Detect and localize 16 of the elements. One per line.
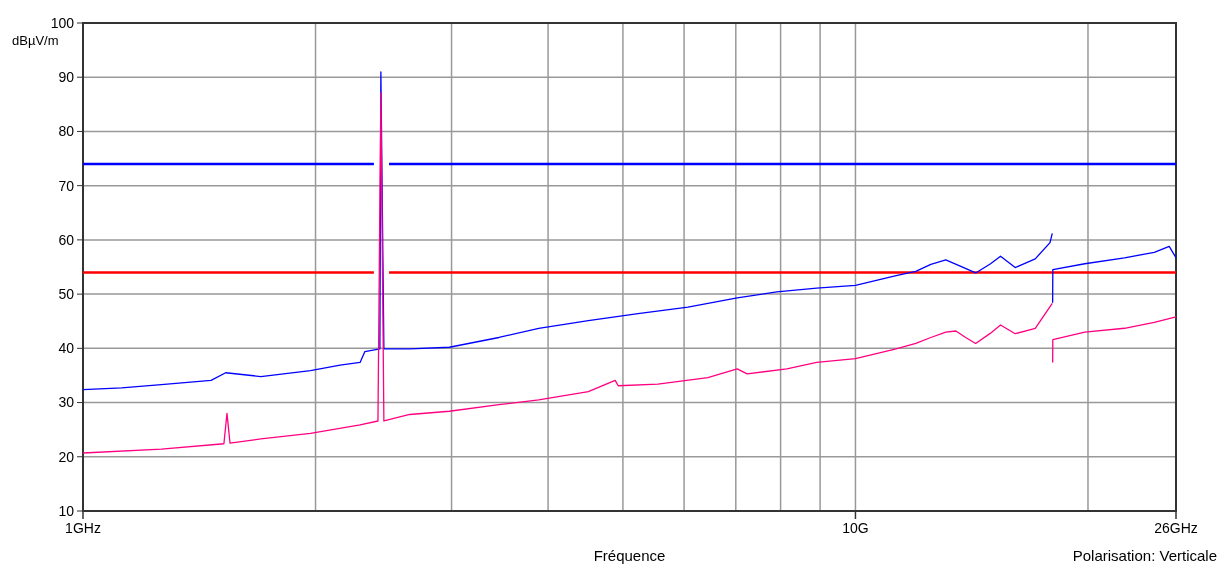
text: Polarisation: Verticale (1072, 547, 1217, 564)
y-tick-label: 70 (58, 177, 75, 194)
x-tick-label: 1GHz (65, 520, 101, 536)
x-tick-label: 26GHz (1154, 520, 1198, 536)
y-tick-label: 90 (58, 69, 75, 86)
y-tick-label: 100 (50, 14, 75, 31)
x-tick-label: 10G (842, 520, 869, 536)
y-tick-label: 40 (58, 340, 75, 357)
y-tick-label: 20 (58, 448, 75, 465)
y-tick-label: 30 (58, 394, 75, 411)
y-tick-label: 50 (58, 286, 75, 303)
y-tick-label: 10 (58, 502, 75, 519)
y-tick-label: 80 (58, 123, 75, 140)
y-tick-label: 60 (58, 231, 75, 248)
x-axis-title: Fréquence (593, 547, 666, 564)
y-axis-title: dBµV/m (12, 33, 59, 48)
